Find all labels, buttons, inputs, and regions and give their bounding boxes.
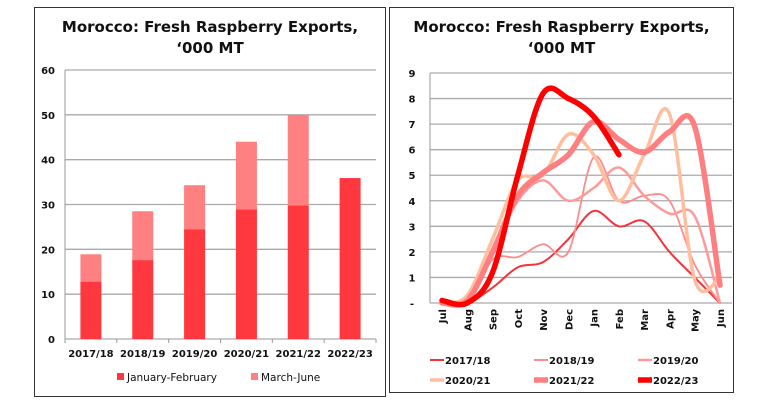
legend-label: 2022/23	[653, 376, 698, 387]
y-tick-label: 6	[409, 146, 416, 157]
series-line-2020-21	[440, 106, 722, 305]
line-chart-title: Morocco: Fresh Raspberry Exports, ‘000 MT	[390, 17, 733, 59]
y-tick-label: 50	[41, 111, 55, 122]
bar-segment	[184, 229, 206, 339]
line-chart-panel: Morocco: Fresh Raspberry Exports, ‘000 MT…	[389, 7, 734, 393]
x-tick-label: Nov	[539, 309, 550, 331]
y-tick-label: 40	[41, 156, 55, 167]
y-tick-label: 30	[41, 201, 55, 212]
x-tick-label: 2021/22	[276, 349, 321, 360]
title-text: Morocco: Fresh Raspberry Exports, ‘000 MT	[413, 18, 710, 57]
y-tick-label: 1	[409, 273, 416, 284]
y-tick-label: 20	[41, 245, 55, 256]
x-tick-label: 2022/23	[327, 349, 372, 360]
title-text: Morocco: Fresh Raspberry Exports, ‘000 MT	[61, 18, 359, 57]
x-tick-label: Feb	[615, 309, 626, 329]
y-tick-label: 7	[409, 120, 416, 131]
bar-segment	[80, 281, 102, 339]
legend-label: 2020/21	[445, 376, 490, 387]
legend-label: 2017/18	[445, 356, 490, 367]
x-tick-label: Jun	[716, 309, 727, 328]
bar-segment	[235, 209, 257, 339]
x-tick-label: 2017/18	[68, 349, 113, 360]
bar-segment	[80, 254, 102, 282]
x-tick-label: Jul	[438, 309, 449, 324]
y-tick-label: 10	[41, 290, 55, 301]
series-line-2021-22	[439, 112, 723, 308]
y-tick-label: -	[410, 299, 414, 310]
bar-segment	[184, 185, 206, 230]
x-tick-label: 2020/21	[224, 349, 269, 360]
x-tick-label: Oct	[514, 309, 525, 328]
x-tick-label: Sep	[489, 309, 500, 330]
x-tick-label: 2018/19	[120, 349, 165, 360]
bar-segment	[132, 211, 154, 261]
legend-swatch	[251, 373, 258, 380]
bar-chart-title: Morocco: Fresh Raspberry Exports, ‘000 MT	[35, 17, 385, 59]
y-tick-label: 8	[409, 95, 416, 106]
bar-chart: 0 10 20 30 40 50 60 2017/18 2018/19 2019/20 2020/2…	[41, 66, 377, 384]
legend-swatch	[117, 373, 124, 380]
series-line-2018-19	[441, 155, 721, 308]
bar-segment	[132, 260, 154, 339]
x-tick-label: Aug	[463, 309, 474, 331]
y-tick-label: 5	[409, 171, 416, 182]
legend-label: March-June	[261, 372, 320, 384]
x-tick-label: 2019/20	[172, 349, 217, 360]
bar-segment	[339, 178, 361, 339]
legend-label: 2019/20	[653, 356, 698, 367]
y-tick-label: 9	[409, 69, 416, 80]
y-tick-label: 3	[409, 222, 416, 233]
y-tick-label: 2	[409, 248, 416, 259]
x-tick-label: Jan	[590, 309, 601, 328]
bar-segment	[287, 205, 309, 339]
bar-segment	[287, 114, 309, 206]
x-tick-label: May	[691, 309, 702, 332]
y-tick-label: 0	[48, 335, 55, 346]
legend-label: January-February	[126, 372, 217, 384]
bar-segment	[235, 141, 257, 210]
x-tick-label: Mar	[640, 309, 651, 331]
bar-chart-panel: Morocco: Fresh Raspberry Exports, ‘000 MT…	[34, 7, 386, 397]
legend-label: 2018/19	[549, 356, 594, 367]
series-line-2017-18	[441, 209, 721, 306]
y-tick-label: 4	[409, 197, 416, 208]
x-tick-label: Dec	[564, 309, 575, 330]
x-tick-label: Apr	[665, 309, 676, 329]
line-chart: - 1 2 3 4 5 6 7 8 9 Jul Aug Sep Oct Nov Dec Jan Feb Mar Apr…	[409, 69, 732, 387]
legend-label: 2021/22	[549, 376, 594, 387]
y-tick-label: 60	[41, 66, 55, 77]
series-line-2022-23	[439, 85, 622, 308]
